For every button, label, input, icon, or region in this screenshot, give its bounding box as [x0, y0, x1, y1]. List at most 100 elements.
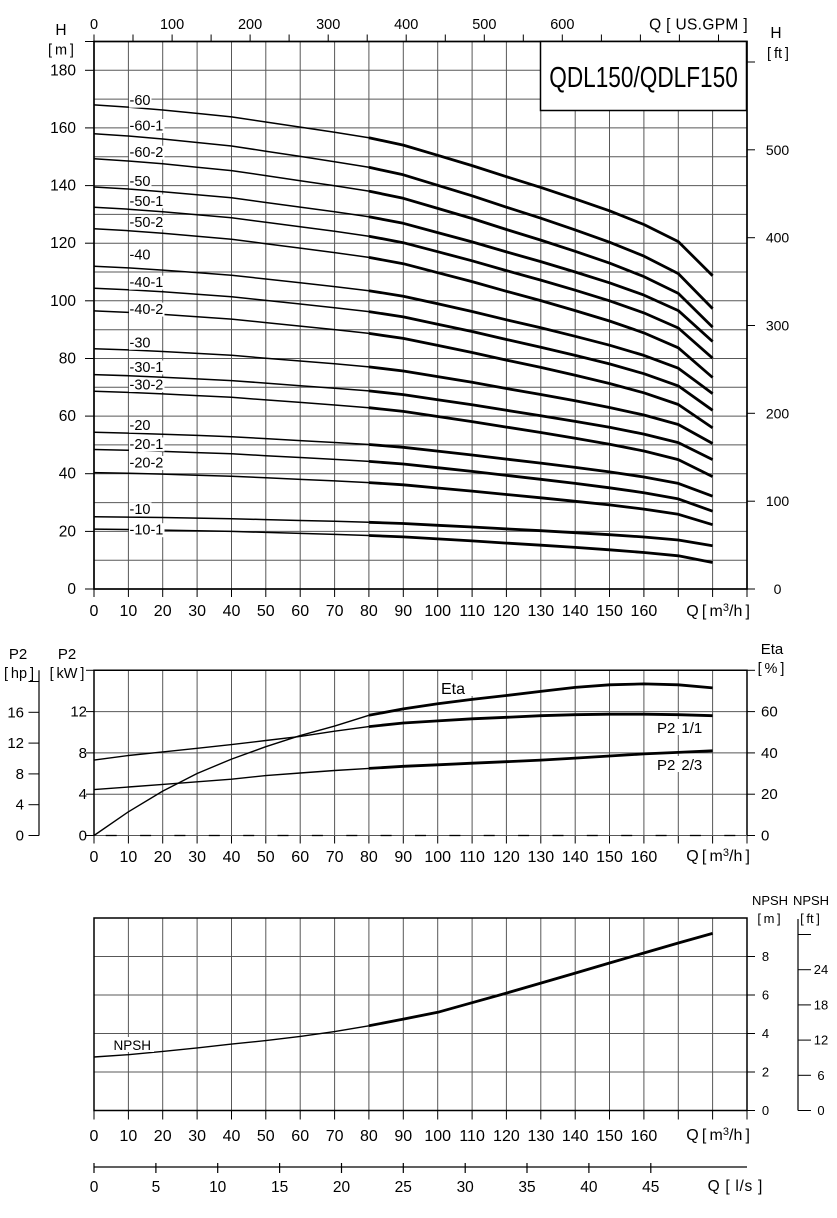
svg-text:600: 600: [550, 17, 574, 33]
svg-text:6: 6: [817, 1068, 824, 1083]
svg-text:0: 0: [90, 1179, 99, 1196]
svg-text:Q [ l/s ]: Q [ l/s ]: [708, 1178, 763, 1195]
svg-text:160: 160: [631, 849, 658, 866]
svg-text:30: 30: [188, 849, 206, 866]
svg-text:Q [ m3/h ]: Q [ m3/h ]: [686, 602, 750, 620]
svg-text:150: 150: [596, 603, 623, 620]
svg-text:80: 80: [59, 351, 77, 368]
svg-text:[ ft ]: [ ft ]: [767, 46, 789, 62]
svg-text:-40-1: -40-1: [130, 275, 164, 291]
svg-text:0: 0: [817, 1103, 824, 1118]
svg-text:Eta: Eta: [441, 681, 465, 698]
svg-text:QDL150/QDLF150: QDL150/QDLF150: [549, 60, 738, 93]
svg-text:70: 70: [326, 1128, 344, 1145]
svg-text:-30-2: -30-2: [130, 378, 164, 394]
svg-text:60: 60: [291, 603, 309, 620]
svg-text:90: 90: [394, 1128, 412, 1145]
svg-text:160: 160: [50, 120, 76, 137]
svg-text:90: 90: [394, 849, 412, 866]
svg-text:-50-2: -50-2: [130, 215, 164, 231]
svg-text:500: 500: [472, 17, 496, 33]
svg-text:2: 2: [762, 1065, 769, 1080]
svg-text:-20-1: -20-1: [130, 437, 164, 453]
svg-text:300: 300: [766, 318, 790, 334]
svg-text:70: 70: [326, 849, 344, 866]
svg-text:140: 140: [562, 603, 589, 620]
svg-text:[ hp ]: [ hp ]: [4, 666, 34, 682]
svg-text:P2: P2: [58, 646, 76, 663]
svg-text:10: 10: [120, 1128, 138, 1145]
svg-text:30: 30: [188, 603, 206, 620]
svg-text:120: 120: [493, 603, 520, 620]
svg-text:500: 500: [766, 142, 790, 158]
svg-text:-10-1: -10-1: [130, 523, 164, 539]
svg-text:-10: -10: [130, 502, 151, 518]
svg-text:20: 20: [333, 1179, 351, 1196]
svg-text:200: 200: [238, 17, 262, 33]
svg-text:0: 0: [16, 828, 24, 845]
svg-text:-50: -50: [130, 174, 151, 190]
svg-text:-60-1: -60-1: [130, 119, 164, 135]
svg-text:0: 0: [90, 1128, 99, 1145]
svg-text:120: 120: [493, 849, 520, 866]
svg-text:10: 10: [120, 849, 138, 866]
svg-text:100: 100: [424, 849, 451, 866]
svg-text:140: 140: [50, 178, 76, 195]
svg-text:20: 20: [154, 849, 172, 866]
svg-text:0: 0: [67, 581, 76, 598]
svg-text:110: 110: [459, 1128, 485, 1145]
svg-text:150: 150: [596, 849, 623, 866]
svg-text:10: 10: [120, 603, 138, 620]
svg-text:Q [ m3/h ]: Q [ m3/h ]: [686, 847, 750, 865]
svg-text:P2 1/1: P2 1/1: [657, 720, 702, 737]
svg-text:4: 4: [762, 1026, 769, 1041]
svg-text:40: 40: [59, 466, 77, 483]
svg-text:100: 100: [424, 603, 451, 620]
svg-text:16: 16: [7, 704, 24, 721]
svg-text:0: 0: [774, 581, 782, 597]
svg-text:8: 8: [762, 949, 769, 964]
svg-text:4: 4: [16, 797, 24, 814]
svg-text:300: 300: [316, 17, 340, 33]
svg-text:130: 130: [527, 1128, 554, 1145]
svg-text:20: 20: [59, 523, 77, 540]
svg-text:NPSH: NPSH: [114, 1038, 152, 1053]
svg-text:18: 18: [814, 997, 828, 1012]
svg-text:Q [ US.GPM ]: Q [ US.GPM ]: [649, 17, 748, 34]
svg-text:15: 15: [271, 1179, 288, 1196]
svg-text:P2: P2: [9, 646, 27, 663]
svg-text:[ % ]: [ % ]: [758, 661, 785, 677]
svg-text:5: 5: [152, 1179, 161, 1196]
svg-text:90: 90: [394, 603, 412, 620]
svg-text:140: 140: [562, 849, 589, 866]
svg-text:-30: -30: [130, 335, 151, 351]
svg-text:12: 12: [814, 1033, 828, 1048]
svg-text:120: 120: [50, 235, 76, 252]
svg-text:0: 0: [90, 17, 98, 33]
svg-text:[ kW ]: [ kW ]: [50, 666, 85, 682]
svg-text:H: H: [770, 25, 781, 42]
svg-text:6: 6: [762, 988, 769, 1003]
svg-text:Eta: Eta: [761, 641, 784, 658]
svg-text:H: H: [55, 22, 66, 39]
svg-text:80: 80: [360, 1128, 378, 1145]
svg-text:NPSH: NPSH: [793, 893, 829, 908]
svg-text:50: 50: [257, 603, 275, 620]
svg-text:100: 100: [766, 493, 790, 509]
svg-text:400: 400: [394, 17, 418, 33]
svg-text:20: 20: [154, 1128, 172, 1145]
svg-text:160: 160: [631, 1128, 658, 1145]
svg-text:80: 80: [360, 603, 378, 620]
svg-text:80: 80: [360, 849, 378, 866]
svg-text:0: 0: [761, 828, 769, 845]
svg-text:8: 8: [16, 766, 24, 783]
svg-text:35: 35: [518, 1179, 535, 1196]
svg-text:8: 8: [79, 745, 87, 762]
svg-text:20: 20: [761, 786, 778, 803]
svg-text:30: 30: [188, 1128, 206, 1145]
svg-text:0: 0: [90, 849, 99, 866]
svg-text:40: 40: [761, 745, 778, 762]
svg-text:130: 130: [527, 849, 554, 866]
svg-text:-60: -60: [130, 93, 151, 109]
svg-text:-60-2: -60-2: [130, 145, 164, 161]
